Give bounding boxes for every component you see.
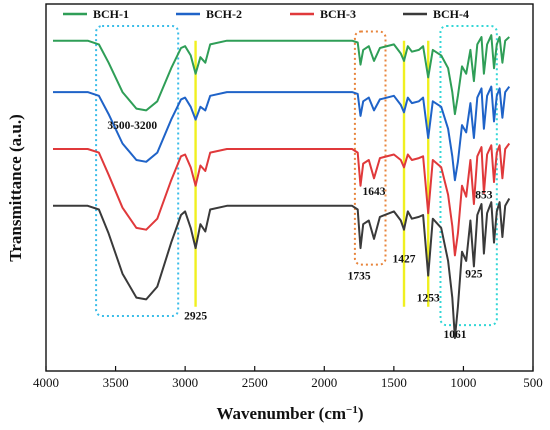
series-line-bch-1 <box>53 34 510 116</box>
axes <box>45 3 534 372</box>
legend-label: BCH-3 <box>320 7 356 21</box>
x-axis-ticks: 4000 3500 3000 2500 2000 1500 1000 500 <box>33 366 543 390</box>
legend: BCH-1 BCH-2 BCH-3 BCH-4 <box>63 7 469 21</box>
highlight-boxes <box>95 25 498 327</box>
peak-label: 853 <box>475 190 493 202</box>
peak-label: 1643 <box>362 186 385 198</box>
x-tick-label: 500 <box>523 375 543 390</box>
x-tick-label: 1500 <box>381 375 407 390</box>
x-tick-label: 2500 <box>242 375 268 390</box>
series-line-bch-2 <box>53 85 511 182</box>
peak-label: 3500-3200 <box>107 120 157 132</box>
spectra-series <box>53 34 511 339</box>
x-tick-label: 1000 <box>450 375 476 390</box>
x-axis-title: Wavenumber (cm−1) <box>217 404 364 423</box>
x-tick-label: 3500 <box>103 375 129 390</box>
peak-label: 1253 <box>417 292 440 304</box>
series-line-bch-4 <box>53 198 511 339</box>
peak-label: 1061 <box>443 329 466 341</box>
highlight-box <box>439 25 498 327</box>
legend-label: BCH-1 <box>93 7 129 21</box>
peak-label: 925 <box>465 268 483 280</box>
x-tick-label: 2000 <box>311 375 337 390</box>
peak-label: 1427 <box>393 254 416 266</box>
legend-label: BCH-2 <box>206 7 242 21</box>
legend-label: BCH-4 <box>433 7 469 21</box>
peak-label: 2925 <box>184 311 207 323</box>
x-tick-label: 3000 <box>172 375 198 390</box>
y-axis-title: Transmittance (a.u.) <box>6 114 25 261</box>
plot-frame <box>45 3 534 372</box>
marker-lines <box>194 40 430 307</box>
highlight-box <box>353 30 387 266</box>
highlight-box <box>95 25 180 317</box>
peak-label: 1735 <box>348 270 371 282</box>
peak-annotations: 3500-3200 2925 1643 1735 1427 1253 1061 925 853 <box>107 120 492 341</box>
x-tick-label: 4000 <box>33 375 59 390</box>
series-line-bch-3 <box>53 142 511 257</box>
